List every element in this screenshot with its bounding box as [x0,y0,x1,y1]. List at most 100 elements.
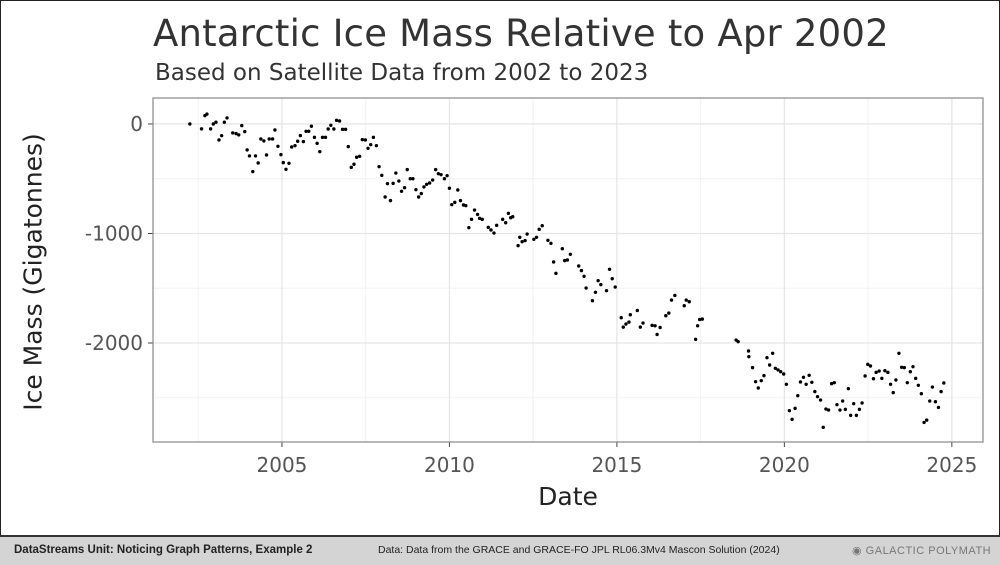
data-point [942,381,946,385]
data-point [619,315,623,320]
logo-icon: ◉ [852,545,863,557]
data-point [939,389,943,394]
data-point [818,398,823,402]
data-point [673,293,677,298]
data-point [371,135,376,140]
data-point [394,171,398,175]
data-point [439,172,443,177]
data-point [219,133,224,138]
data-point [596,278,600,283]
data-point [427,181,432,185]
data-point [511,215,515,219]
data-point [897,351,901,355]
data-point [188,122,192,126]
x-tick-label: 2015 [591,453,642,477]
data-point [222,120,227,124]
data-point [584,286,588,290]
data-point [908,369,913,374]
data-point [240,123,244,128]
data-point [430,178,435,182]
data-point [287,161,291,165]
data-point [793,406,797,411]
data-point [866,362,870,367]
data-point [778,369,783,374]
data-point [453,200,457,205]
data-point [905,380,910,385]
data-point [506,211,511,216]
data-point [635,308,640,313]
data-point [773,366,778,370]
data-point [464,203,468,208]
data-point [804,382,808,386]
data-point [687,300,691,304]
data-point [408,177,412,181]
data-point [369,142,373,147]
data-point [225,116,229,120]
data-point [549,241,553,246]
data-point [821,425,825,430]
data-point [298,133,303,138]
data-point [684,298,688,302]
data-point [658,325,662,330]
data-point [641,321,645,325]
scatter-plot: 2005 2010 2015 2020 2025 0 -1000 -2000 [85,97,984,477]
data-point [243,129,247,134]
data-point [874,370,878,375]
data-point [838,408,842,412]
data-point [784,382,789,386]
data-point [911,364,915,369]
data-point [323,135,328,140]
data-point [638,325,643,329]
data-point [273,128,277,132]
data-point [891,390,895,395]
data-point [787,408,792,413]
data-point [813,389,817,394]
data-point [835,402,839,407]
data-point [925,418,929,422]
data-point [669,298,674,302]
data-point [518,235,522,240]
footer-unit-title: DataStreams Unit: Noticing Graph Pattern… [14,544,313,556]
data-point [253,154,258,158]
data-point [577,264,581,268]
data-point [913,376,918,381]
data-point [405,167,409,172]
data-point [590,299,595,303]
data-point [807,373,811,378]
data-point [295,139,300,143]
data-point [492,231,496,235]
data-point [337,119,342,123]
data-point [621,325,625,329]
data-point [860,401,864,405]
data-point [693,337,698,342]
data-point [467,225,471,230]
data-point [801,375,806,379]
data-point [604,288,609,293]
data-point [315,141,319,146]
data-point [759,378,763,383]
data-point [746,349,751,353]
data-point [697,317,702,322]
data-point [627,320,631,324]
data-point [264,153,269,157]
data-point [363,138,368,142]
data-point [279,152,283,157]
data-point [886,370,890,375]
data-point [262,139,266,143]
plot-panel-border [152,97,984,443]
data-point [199,127,204,131]
data-point [293,143,297,148]
data-point [475,212,480,217]
data-point [397,179,401,183]
data-point [796,393,800,398]
data-point [871,376,876,381]
data-point [447,186,452,190]
data-point [217,138,221,142]
galactic-polymath-logo: ◉ GALACTIC POLYMATH [852,544,991,557]
data-point [469,217,474,222]
data-point [276,144,280,148]
data-point [655,332,659,337]
data-point [736,339,740,344]
data-point [902,365,906,370]
data-point [318,149,322,154]
